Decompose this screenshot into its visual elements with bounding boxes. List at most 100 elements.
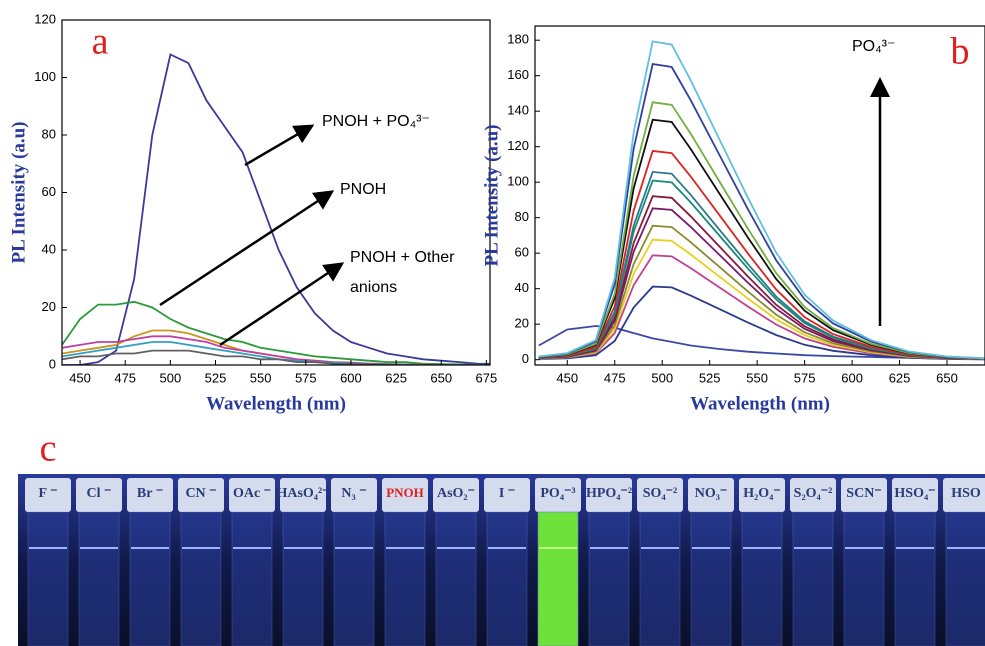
vial-cap — [637, 478, 683, 512]
vial-label: I ⁻ — [499, 486, 515, 501]
vial — [435, 511, 477, 646]
x-tick-label: 500 — [160, 370, 182, 385]
vial — [537, 511, 579, 646]
y-tick-label: 140 — [507, 103, 529, 118]
vial-label: Cl ⁻ — [87, 486, 112, 501]
vial-label: HSO₄⁻ — [894, 486, 935, 501]
annotation: PO₄³⁻ — [852, 38, 895, 55]
vial — [384, 511, 426, 646]
y-axis-label: PL Intensity (a.u) — [481, 125, 502, 267]
x-tick-label: 600 — [340, 370, 362, 385]
y-tick-label: 40 — [515, 280, 529, 295]
vial-label: HPO₄⁻² — [586, 486, 632, 501]
panel-label: b — [951, 31, 970, 73]
vial-label: H₂O₄⁻ — [743, 486, 781, 501]
vial-label: S₂O₄⁻² — [794, 486, 833, 501]
vial-label: HSO — [951, 486, 981, 501]
vial — [843, 511, 885, 646]
vial — [282, 511, 324, 646]
spectrum-line — [538, 285, 985, 361]
vial — [741, 511, 783, 646]
vial-label: AsO₂⁻ — [437, 486, 475, 501]
spectrum-line — [538, 224, 985, 360]
x-tick-label: 600 — [841, 370, 863, 385]
y-tick-label: 80 — [515, 209, 529, 224]
vial-cap — [331, 478, 377, 512]
vial-label: SO₄⁻² — [643, 486, 677, 501]
vial-cap — [739, 478, 785, 512]
x-tick-label: 450 — [556, 370, 578, 385]
vial-cap — [178, 478, 224, 512]
y-tick-label: 60 — [515, 245, 529, 260]
x-tick-label: 625 — [889, 370, 911, 385]
y-tick-label: 100 — [34, 69, 56, 84]
x-tick-label: 675 — [476, 370, 498, 385]
vial-label: NO₃⁻ — [695, 486, 728, 501]
vial-label: PO₄⁻³ — [540, 486, 575, 501]
vial — [27, 511, 69, 646]
spectrum-line — [538, 118, 985, 360]
arrow — [244, 124, 315, 167]
y-tick-label: 20 — [515, 316, 529, 331]
vial-cap — [586, 478, 632, 512]
vial-cap — [25, 478, 71, 512]
vial — [231, 511, 273, 646]
vial — [333, 511, 375, 646]
vial-label: SCN⁻ — [846, 486, 881, 501]
vial-cap — [280, 478, 326, 512]
vial-label: N₃ ⁻ — [341, 486, 366, 501]
x-tick-label: 650 — [936, 370, 958, 385]
vial — [129, 511, 171, 646]
vial-label: OAc ⁻ — [233, 486, 271, 501]
x-axis-label: Wavelength (nm) — [690, 393, 830, 414]
annotation: PNOH + PO₄³⁻ — [322, 113, 430, 130]
y-tick-label: 0 — [522, 351, 529, 366]
vial-cap — [382, 478, 428, 512]
vial-label: CN ⁻ — [185, 486, 216, 501]
vial — [690, 511, 732, 646]
vial-cap — [688, 478, 734, 512]
x-tick-label: 575 — [295, 370, 317, 385]
spectrum-line — [538, 179, 985, 360]
spectrum-line — [538, 195, 985, 360]
x-tick-label: 575 — [794, 370, 816, 385]
x-tick-label: 650 — [430, 370, 452, 385]
vial-cap — [127, 478, 173, 512]
vial — [486, 511, 528, 646]
spectrum-line — [538, 101, 985, 360]
arrow — [219, 262, 345, 347]
panel-label: a — [92, 21, 109, 63]
x-tick-label: 625 — [385, 370, 407, 385]
y-tick-label: 0 — [49, 356, 56, 371]
spectrum-line — [62, 300, 490, 365]
x-tick-label: 525 — [699, 370, 721, 385]
vial — [894, 511, 936, 646]
vial-cap — [535, 478, 581, 512]
annotation: PNOH — [340, 181, 386, 198]
x-tick-label: 550 — [250, 370, 272, 385]
x-tick-label: 525 — [205, 370, 227, 385]
vial-cap — [229, 478, 275, 512]
spectrum-line — [538, 170, 985, 360]
x-tick-label: 550 — [746, 370, 768, 385]
vial — [639, 511, 681, 646]
vial-cap — [841, 478, 887, 512]
y-tick-label: 40 — [42, 241, 56, 256]
y-tick-label: 120 — [34, 11, 56, 26]
plot-frame — [534, 25, 985, 366]
x-tick-label: 475 — [114, 370, 136, 385]
arrow — [159, 190, 335, 307]
y-tick-label: 120 — [507, 138, 529, 153]
spectrum-line — [538, 40, 985, 360]
y-tick-label: 100 — [507, 174, 529, 189]
panel-label: c — [40, 428, 57, 470]
spectrum-line — [538, 62, 985, 360]
x-tick-label: 500 — [651, 370, 673, 385]
vial-cap — [76, 478, 122, 512]
annotation: PNOH + Other — [350, 249, 455, 266]
y-tick-label: 20 — [42, 299, 56, 314]
vial-label: F ⁻ — [39, 486, 58, 501]
vial — [792, 511, 834, 646]
spectrum-line — [538, 150, 985, 360]
spectrum-line — [62, 53, 490, 365]
